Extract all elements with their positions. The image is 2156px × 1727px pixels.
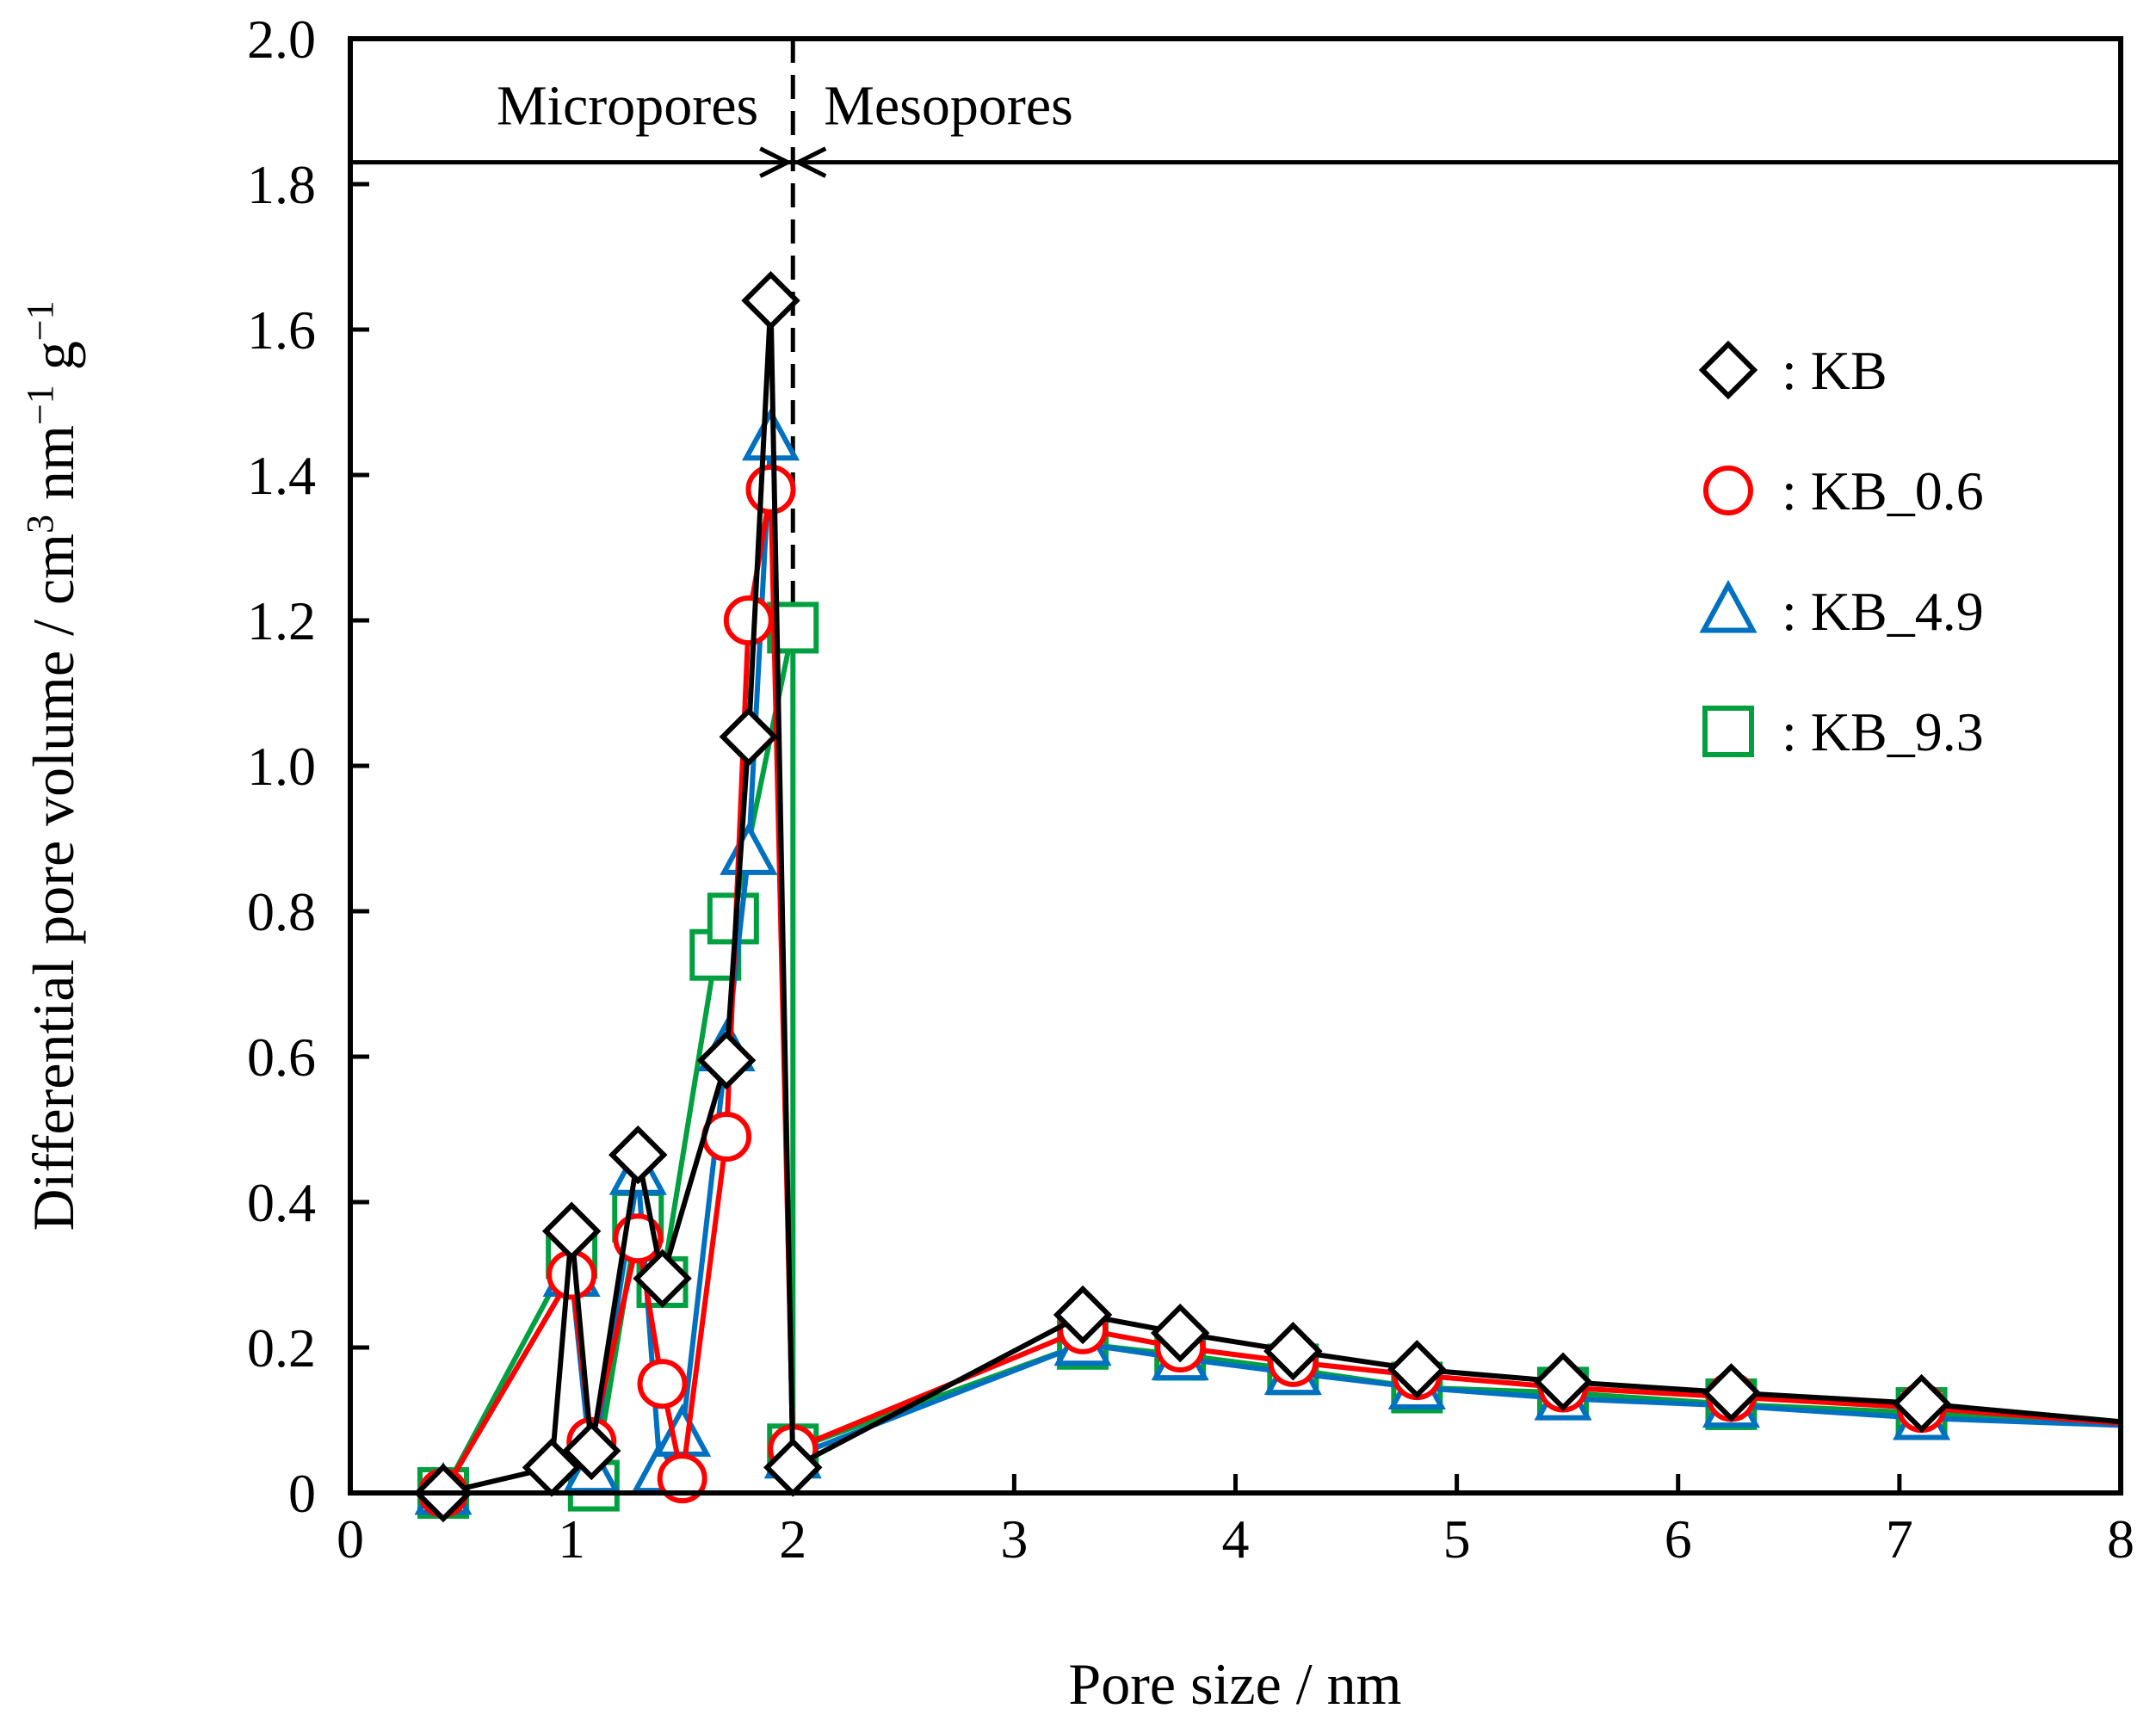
y-tick-label: 0: [288, 1463, 316, 1524]
legend-marker-kb-4-9: [1699, 579, 1758, 633]
x-tick-label: 0: [337, 1508, 364, 1570]
legend-label-kb: : KB: [1782, 340, 1887, 401]
legend-marker-kb-0-6: [1703, 466, 1753, 515]
data-point-kb: [1150, 1303, 1210, 1363]
legend-label-kb-4-9: : KB_4.9: [1782, 581, 1984, 642]
data-point-kb: [1387, 1340, 1447, 1399]
plot-frame: [348, 36, 2123, 1496]
data-point-kb-0-6: [723, 595, 774, 645]
data-point-kb: [696, 1030, 757, 1090]
legend: : KB : KB_0.6 : KB_4.9 : KB_9.3: [1698, 340, 1984, 762]
data-point-kb: [1263, 1321, 1323, 1381]
x-tick-label: 4: [1222, 1508, 1250, 1570]
data-point-kb: [1892, 1373, 1951, 1434]
data-point-kb-4-9: [653, 1403, 712, 1457]
data-point-kb: [719, 706, 779, 767]
frame-layer: [348, 36, 2123, 1496]
y-tick-label: 0.8: [247, 881, 316, 942]
series-kb: [413, 270, 2122, 1523]
legend-marker-kb: [1698, 340, 1758, 400]
y-tick-label: 1.4: [247, 445, 316, 506]
data-point-kb-0-6: [637, 1359, 688, 1409]
data-point-kb: [633, 1249, 692, 1308]
y-tick-label: 1.8: [247, 154, 316, 215]
legend-label-kb-9-3: : KB_9.3: [1782, 701, 1984, 762]
data-point-kb-4-9: [720, 822, 778, 875]
series-line-kb: [442, 298, 2122, 1496]
x-tick-label: 5: [1443, 1508, 1471, 1570]
data-point-kb: [562, 1421, 621, 1481]
data-point-kb-0-6: [745, 464, 796, 515]
x-tick-label: 8: [2107, 1508, 2134, 1570]
x-tick-label: 3: [1000, 1508, 1028, 1570]
data-point-kb-0-6: [657, 1453, 707, 1504]
x-axis-title: Pore size / nm: [1068, 1651, 1401, 1717]
y-tick-label: 1.6: [247, 299, 316, 361]
data-point-kb: [1702, 1363, 1761, 1422]
y-tick-label: 1.2: [247, 590, 316, 651]
data-point-kb: [1533, 1352, 1593, 1411]
series-layer: [413, 270, 2122, 1523]
data-point-kb: [541, 1201, 602, 1261]
y-tick-label: 2.0: [247, 9, 316, 70]
micropores-arrow-head: [759, 146, 789, 178]
x-tick-label: 6: [1665, 1508, 1692, 1570]
data-point-kb: [741, 270, 800, 330]
x-tick-label: 2: [779, 1508, 806, 1570]
x-tick-label: 7: [1886, 1508, 1913, 1570]
legend-label-kb-0-6: : KB_0.6: [1782, 460, 1984, 521]
micropores-label: Micropores: [497, 75, 758, 138]
data-point-kb: [1053, 1285, 1113, 1345]
axes-layer: [348, 36, 2123, 1496]
legend-marker-kb-9-3: [1702, 706, 1754, 757]
y-tick-label: 1.0: [247, 736, 316, 797]
y-tick-label: 0.4: [247, 1172, 316, 1233]
mesopores-arrow-head: [797, 146, 827, 178]
data-point-kb: [608, 1125, 668, 1185]
x-tick-label: 1: [558, 1508, 585, 1570]
label-layer: Pore size / nm Differential pore volume …: [19, 9, 2135, 1717]
y-tick-label: 0.6: [247, 1027, 316, 1088]
y-axis-title: Differential pore volume / cm3 nm−1 g−1: [19, 300, 87, 1230]
mesopores-label: Mesopores: [824, 75, 1073, 138]
y-tick-label: 0.2: [247, 1317, 316, 1379]
